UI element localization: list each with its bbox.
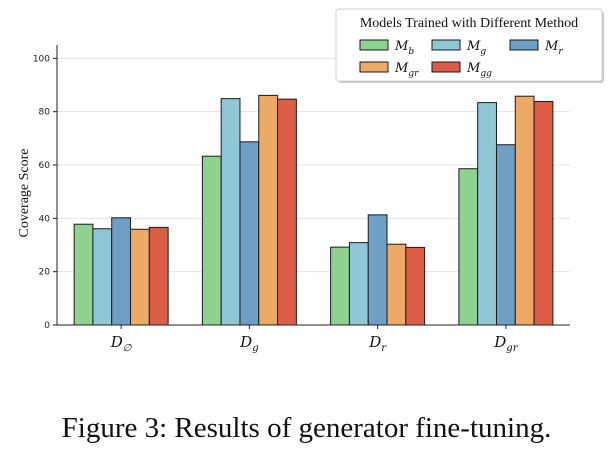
bar-Mgr-Dr <box>386 243 407 326</box>
legend-swatch-Mg <box>431 39 461 51</box>
legend-label-Mgg: Mgg <box>466 61 492 79</box>
bar-Mr-Dr <box>367 214 388 326</box>
bar-Mgg-D∅ <box>148 226 169 326</box>
bar-Mb-Dgr <box>458 168 479 326</box>
bar-Mg-Dr <box>348 242 369 326</box>
legend-label-Mr: Mr <box>544 39 563 57</box>
legend-title: Models Trained with Different Method <box>360 16 578 31</box>
bar-Mgr-Dgr <box>514 95 535 326</box>
bar-Mgr-Dg <box>258 94 279 326</box>
legend-label-Mgr: Mgr <box>394 61 419 79</box>
bar-Mr-Dgr <box>495 144 516 326</box>
y-tick-label: 100 <box>33 54 50 64</box>
legend-box <box>335 8 603 82</box>
bars <box>73 94 554 326</box>
x-tick-label: Dgr <box>493 333 518 354</box>
legend-label-Mg: Mg <box>466 39 486 57</box>
x-tick-label: D∅ <box>110 333 133 354</box>
legend-swatch-Mb <box>359 39 389 51</box>
bar-Mgg-Dg <box>277 98 297 326</box>
bar-Mg-Dgr <box>477 102 497 326</box>
y-tick-label: 60 <box>39 161 51 171</box>
legend-swatch-Mgr <box>359 61 389 73</box>
legend-label-Mb: Mb <box>394 39 414 57</box>
bar-chart: 0 20 40 60 80 100 D∅ Dg Dr Dgr Coverage Score Mod… <box>17 8 604 354</box>
y-axis-label: Coverage Score <box>17 148 32 237</box>
legend-swatch-Mr <box>509 39 539 51</box>
bar-Mgr-D∅ <box>130 228 150 326</box>
bar-Mgg-Dgr <box>533 101 554 326</box>
x-tick-label: Dg <box>239 333 258 354</box>
y-tick-label: 0 <box>44 321 50 331</box>
bar-Mb-Dr <box>330 246 350 326</box>
bar-Mr-Dg <box>239 141 260 326</box>
bar-Mg-D∅ <box>92 228 113 326</box>
bar-Mg-Dg <box>220 98 241 326</box>
legend: Models Trained with Different Method Mb Mg… <box>335 8 604 83</box>
axes: 0 20 40 60 80 100 D∅ Dg Dr Dgr <box>33 45 570 354</box>
x-tick-label: Dr <box>368 333 387 354</box>
bar-Mb-Dg <box>201 155 222 326</box>
bar-Mb-D∅ <box>73 223 94 326</box>
legend-swatch-Mgg <box>431 61 461 73</box>
y-tick-label: 20 <box>39 268 51 278</box>
y-tick-label: 80 <box>39 108 51 118</box>
figure-caption: Figure 3: Results of generator fine-tuni… <box>61 412 552 444</box>
bar-Mgg-Dr <box>405 246 426 326</box>
y-tick-label: 40 <box>39 214 51 224</box>
bar-Mr-D∅ <box>111 217 132 326</box>
